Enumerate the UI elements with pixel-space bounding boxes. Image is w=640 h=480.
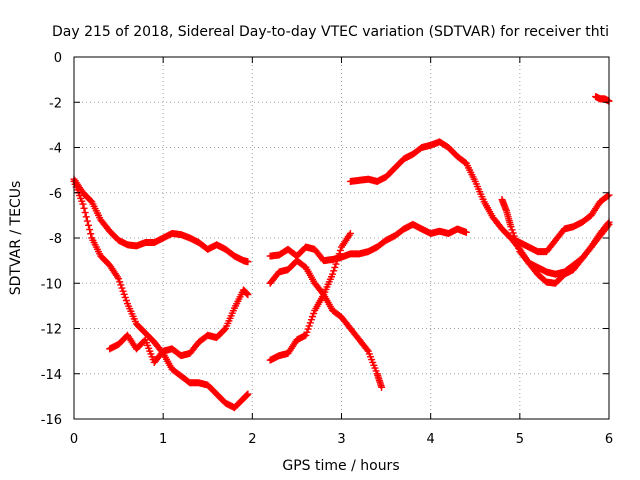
y-tick-label: -4 — [49, 142, 62, 157]
data-point — [378, 383, 386, 391]
series-arc6 — [266, 229, 354, 364]
x-axis-label: GPS time / hours — [282, 458, 399, 474]
y-tick-label: -10 — [41, 277, 62, 292]
data-point — [244, 258, 252, 266]
data-point — [336, 246, 344, 254]
x-tick-label: 0 — [70, 432, 78, 447]
x-tick-label: 3 — [337, 432, 345, 447]
data-point — [507, 223, 515, 231]
x-tick-label: 5 — [516, 432, 524, 447]
y-tick-label: -12 — [41, 323, 62, 338]
data-point — [309, 313, 317, 321]
data-point — [304, 325, 312, 333]
data-point — [116, 278, 124, 286]
data-point — [334, 253, 342, 261]
data-point — [119, 287, 127, 295]
data-point — [220, 326, 228, 334]
y-axis-label: SDTVAR / TECUs — [8, 181, 24, 296]
data-point — [82, 213, 90, 221]
data-point — [115, 275, 123, 283]
data-point — [79, 200, 87, 208]
series-arc10 — [592, 93, 613, 105]
x-tick-label: 1 — [159, 432, 167, 447]
chart-title: Day 215 of 2018, Sidereal Day-to-day VTE… — [52, 24, 609, 40]
data-point — [332, 260, 340, 268]
y-tick-label: -2 — [49, 96, 62, 111]
y-tick-label: -14 — [41, 368, 62, 383]
data-point — [346, 229, 354, 237]
series-arc3 — [106, 286, 252, 366]
series-arc5 — [266, 257, 386, 391]
data-point — [604, 192, 612, 200]
data-point — [604, 222, 612, 230]
data-point — [509, 229, 517, 237]
data-point — [86, 226, 94, 234]
y-tick-label: -6 — [49, 187, 62, 202]
y-tick-label: 0 — [54, 51, 62, 66]
data-point — [87, 230, 95, 238]
data-point — [117, 281, 125, 289]
x-tick-label: 6 — [605, 432, 613, 447]
data-point — [335, 250, 343, 258]
axis-ticks: 0 1 2 3 4 5 6 0 -2 -4 -6 -8 -10 -12 -14 -16 — [41, 51, 613, 447]
data-point — [330, 267, 338, 275]
data-point — [80, 204, 88, 212]
data-point — [303, 328, 311, 336]
y-tick-label: -8 — [49, 232, 62, 247]
x-tick-label: 2 — [248, 432, 256, 447]
data-point — [333, 257, 341, 265]
data-marks — [70, 93, 613, 412]
series-arc4 — [266, 220, 470, 265]
series-arc7 — [346, 138, 613, 256]
data-point — [302, 331, 310, 339]
data-point — [462, 228, 470, 236]
data-point — [81, 209, 89, 217]
data-point — [508, 226, 516, 234]
data-point — [331, 263, 339, 271]
data-point — [329, 270, 337, 278]
data-point — [120, 290, 128, 298]
data-point — [244, 291, 252, 299]
data-point — [83, 217, 91, 225]
data-point — [84, 221, 92, 229]
data-point — [363, 346, 371, 354]
data-point — [306, 319, 314, 327]
data-point — [305, 322, 313, 330]
series-arc9 — [507, 220, 613, 287]
data-point — [121, 293, 129, 301]
data-point — [307, 316, 315, 324]
data-point — [310, 310, 318, 318]
data-point — [244, 390, 252, 398]
x-tick-label: 4 — [427, 432, 435, 447]
data-point — [118, 284, 126, 292]
data-point — [122, 297, 130, 305]
y-tick-label: -16 — [41, 413, 62, 428]
